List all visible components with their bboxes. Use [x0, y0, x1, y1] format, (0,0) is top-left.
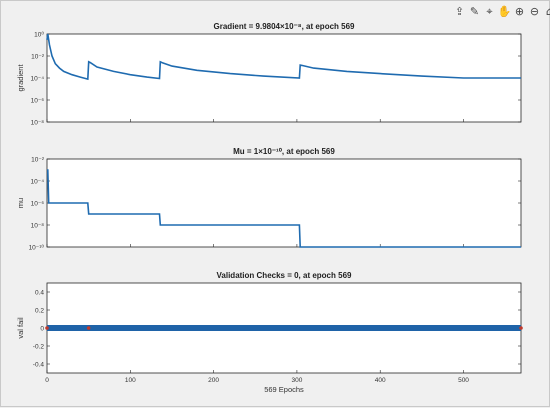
validation-xtick-label: 200: [208, 377, 219, 384]
gradient-ylabel: gradient: [16, 64, 25, 92]
validation-ytick-label: 0.4: [35, 290, 44, 297]
home-icon[interactable]: ⌂: [546, 4, 550, 18]
validation-marker: [45, 326, 49, 330]
mu-title: Mu = 1×10⁻¹⁰, at epoch 569: [233, 147, 335, 156]
gradient-ytick-label: 10⁻⁴: [31, 76, 45, 83]
gradient-ytick-label: 10⁻⁸: [31, 120, 45, 127]
brush-icon[interactable]: ✎: [469, 4, 480, 18]
validation-ylabel: val fail: [16, 317, 25, 339]
pan-icon[interactable]: ✋: [497, 4, 512, 18]
mu-ytick-label: 10⁻²: [31, 157, 45, 164]
validation-marker: [86, 326, 91, 330]
mu-axes-box: [46, 158, 522, 248]
validation-ytick-label: 0: [40, 326, 44, 333]
gradient-chart: Gradient = 9.9804×10⁻⁸, at epoch 569 grad…: [16, 22, 522, 127]
datatip-icon[interactable]: ⌖: [486, 4, 493, 18]
mu-ytick-label: 10⁻⁸: [31, 223, 45, 230]
validation-xtick-label: 500: [458, 377, 469, 384]
gradient-ytick-label: 10⁰: [34, 31, 44, 39]
validation-xlabel: 569 Epochs: [264, 385, 304, 394]
gradient-axes-box: [46, 33, 522, 123]
mu-ytick-label: 10⁻⁴: [31, 179, 45, 186]
validation-ytick-label: -0.2: [33, 344, 45, 351]
validation-ytick-label: -0.4: [33, 362, 45, 369]
gradient-ytick-label: 10⁻²: [31, 54, 45, 61]
validation-xtick-label: 100: [125, 377, 136, 384]
mu-ytick-label: 10⁻⁶: [31, 201, 45, 208]
zoom-out-icon[interactable]: ⊖: [529, 4, 540, 18]
mu-ytick-label: 10⁻¹⁰: [29, 244, 45, 252]
export-icon[interactable]: ⇪: [454, 4, 465, 18]
mu-series-line: [47, 169, 521, 248]
validation-ytick-label: 0.2: [35, 308, 44, 315]
mu-ylabel: mu: [16, 198, 25, 208]
zoom-in-icon[interactable]: ⊕: [514, 4, 525, 18]
validation-chart: Validation Checks = 0, at epoch 569 val f…: [16, 271, 523, 394]
mu-chart: Mu = 1×10⁻¹⁰, at epoch 569 mu 10⁻¹⁰ 10⁻⁸ 10⁻…: [16, 147, 522, 252]
validation-xtick-label: 400: [375, 377, 386, 384]
validation-marker: [519, 326, 523, 330]
gradient-title: Gradient = 9.9804×10⁻⁸, at epoch 569: [214, 22, 356, 31]
axes-toolbar: ⇪ ✎ ⌖ ✋ ⊕ ⊖ ⌂: [453, 3, 550, 19]
gradient-series-line: [46, 33, 521, 81]
validation-title: Validation Checks = 0, at epoch 569: [217, 271, 352, 280]
validation-xtick-label: 0: [45, 377, 49, 384]
gradient-ytick-label: 10⁻⁶: [31, 98, 45, 105]
validation-xtick-label: 300: [291, 377, 302, 384]
